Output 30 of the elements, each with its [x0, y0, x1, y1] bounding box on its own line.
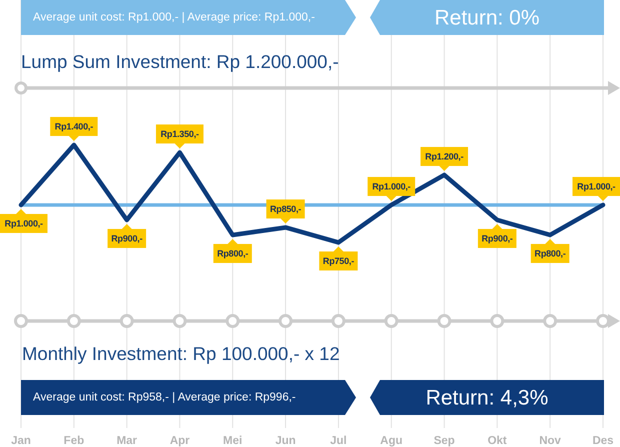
x-tick-label: Apr: [170, 435, 190, 447]
text: Average unit cost: Rp1.000,- | Average price: Rp1.000,-: [33, 12, 316, 24]
x-tick-label: Mei: [223, 435, 242, 447]
data-label: Rp800,-: [534, 248, 566, 258]
x-tick-label: Okt: [488, 435, 507, 447]
x-tick-label: Feb: [64, 435, 84, 447]
data-label: Rp800,-: [217, 248, 248, 258]
data-label: Rp1.200,-: [425, 151, 464, 162]
data-label: Rp1.000,-: [577, 181, 616, 192]
text: Monthly Investment: Rp 100.000,- x 12: [22, 342, 340, 364]
data-label: Rp1.000,-: [4, 218, 44, 228]
x-tick-label: Des: [592, 435, 614, 447]
data-label: Rp900,-: [111, 233, 143, 244]
x-tick-label: Jan: [11, 435, 31, 447]
x-tick-label: Mar: [116, 435, 138, 447]
text: Average unit cost: Rp958,- | Average price: Rp996,-: [33, 392, 296, 404]
data-label: Rp1.000,-: [372, 181, 411, 192]
data-label: Rp1.350,-: [160, 128, 200, 139]
x-tick-label: Agu: [380, 435, 403, 447]
data-label: Rp900,-: [482, 233, 513, 244]
data-label: Rp850,-: [270, 204, 302, 214]
data-label: Rp1.400,-: [54, 121, 94, 132]
data-label: Rp750,-: [322, 256, 354, 266]
x-tick-label: Jul: [330, 435, 347, 447]
text: Lump Sum Investment: Rp 1.200.000,-: [21, 50, 339, 72]
text: Return: 4,3%: [426, 386, 548, 409]
x-tick-label: Jun: [275, 435, 296, 447]
x-tick-label: Nov: [539, 435, 562, 447]
text: Return: 0%: [434, 6, 540, 29]
x-tick-label: Sep: [434, 435, 455, 447]
